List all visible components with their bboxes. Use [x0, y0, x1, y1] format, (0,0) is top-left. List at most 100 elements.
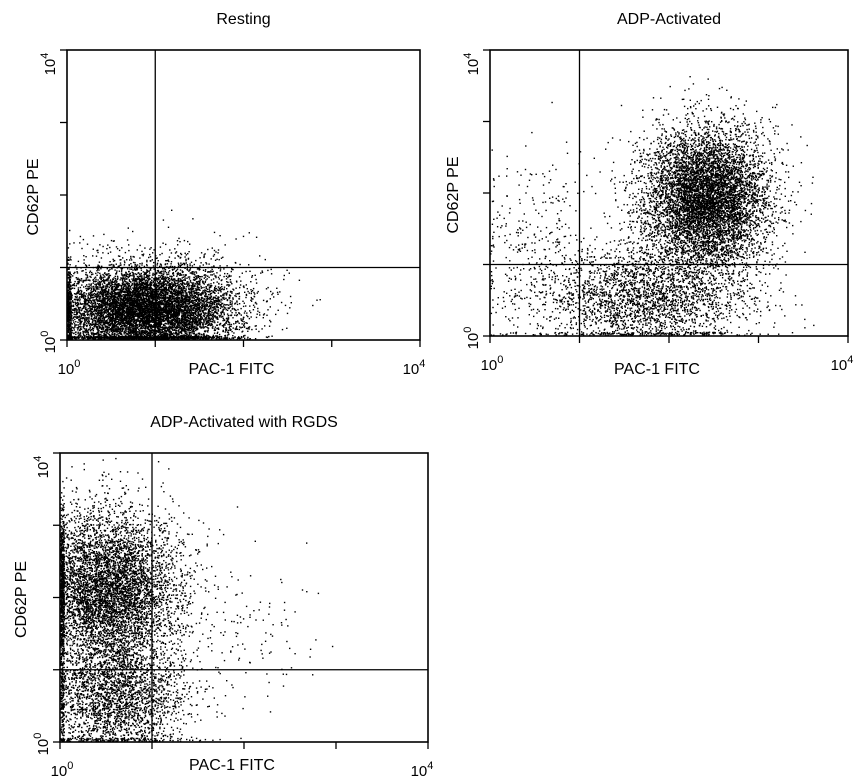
data-point	[117, 300, 119, 302]
data-point	[205, 288, 207, 290]
data-point	[165, 333, 167, 336]
data-point	[121, 327, 123, 329]
data-point	[269, 298, 271, 300]
data-point	[155, 285, 158, 287]
data-point	[116, 248, 119, 250]
data-point	[118, 283, 120, 285]
data-point	[208, 291, 211, 293]
data-point	[105, 279, 108, 282]
data-point	[92, 299, 94, 301]
data-point	[214, 292, 216, 294]
data-point	[77, 290, 79, 292]
data-point	[178, 273, 180, 275]
data-point	[152, 302, 154, 305]
data-point	[125, 290, 128, 292]
data-point	[159, 279, 161, 281]
data-point	[184, 328, 187, 330]
data-point	[78, 278, 80, 281]
data-point	[75, 333, 77, 336]
data-point	[238, 292, 240, 294]
data-point	[141, 304, 143, 306]
data-point	[186, 297, 188, 299]
data-point	[226, 293, 228, 295]
data-point	[112, 258, 114, 261]
data-point	[109, 292, 111, 295]
data-point	[103, 288, 105, 291]
data-point	[87, 321, 89, 323]
data-point	[209, 302, 211, 305]
data-point	[98, 315, 101, 317]
data-point	[179, 241, 181, 243]
data-point	[192, 283, 194, 286]
data-point	[162, 281, 164, 283]
data-point	[83, 310, 86, 313]
data-point	[200, 333, 203, 336]
data-point	[194, 323, 196, 325]
data-point	[272, 292, 274, 294]
data-point	[138, 286, 140, 288]
data-point	[208, 320, 210, 322]
data-point	[169, 322, 171, 324]
data-point	[178, 288, 181, 290]
data-point	[178, 255, 180, 258]
data-point	[243, 286, 245, 289]
data-point	[135, 266, 138, 268]
data-point	[107, 316, 110, 318]
data-point	[160, 313, 163, 315]
data-point	[103, 272, 106, 275]
data-point	[201, 303, 203, 305]
data-point	[161, 314, 164, 316]
data-point	[201, 287, 203, 289]
data-point	[269, 319, 271, 322]
data-point	[108, 313, 110, 315]
data-point	[152, 317, 155, 319]
data-point	[74, 311, 76, 313]
data-point	[69, 271, 71, 273]
data-point	[108, 277, 110, 279]
data-point	[73, 321, 75, 323]
data-point	[145, 273, 147, 275]
data-point	[149, 268, 151, 270]
data-point	[197, 317, 199, 320]
data-point	[164, 324, 166, 327]
data-point	[73, 309, 75, 312]
data-point	[217, 300, 219, 303]
data-point	[211, 320, 213, 323]
data-point	[167, 281, 170, 283]
data-point	[125, 275, 127, 278]
data-point	[161, 274, 164, 276]
data-point	[186, 318, 188, 321]
data-point	[127, 292, 129, 294]
data-point	[114, 295, 116, 298]
data-point	[123, 312, 125, 315]
data-point	[171, 297, 173, 299]
data-point	[196, 276, 198, 279]
data-point	[97, 317, 100, 319]
data-point	[86, 274, 88, 276]
data-point	[189, 313, 191, 315]
data-point	[119, 259, 121, 261]
data-point	[243, 316, 245, 319]
data-point	[136, 269, 138, 271]
data-point	[152, 265, 155, 267]
data-point	[158, 272, 160, 274]
data-point	[231, 305, 233, 307]
data-point	[227, 290, 229, 293]
data-point	[211, 290, 213, 292]
data-point	[175, 316, 177, 319]
data-point	[171, 313, 173, 315]
data-point	[107, 298, 109, 301]
data-point	[75, 302, 77, 304]
data-point	[148, 334, 151, 336]
data-point	[281, 328, 284, 331]
data-point	[79, 302, 81, 304]
data-point	[177, 300, 180, 302]
data-point	[164, 329, 166, 331]
data-point	[67, 291, 69, 293]
data-point	[244, 334, 246, 337]
data-point	[216, 301, 218, 303]
data-point	[81, 284, 83, 286]
data-point	[182, 288, 185, 290]
data-point	[237, 321, 239, 323]
data-point	[151, 334, 154, 336]
